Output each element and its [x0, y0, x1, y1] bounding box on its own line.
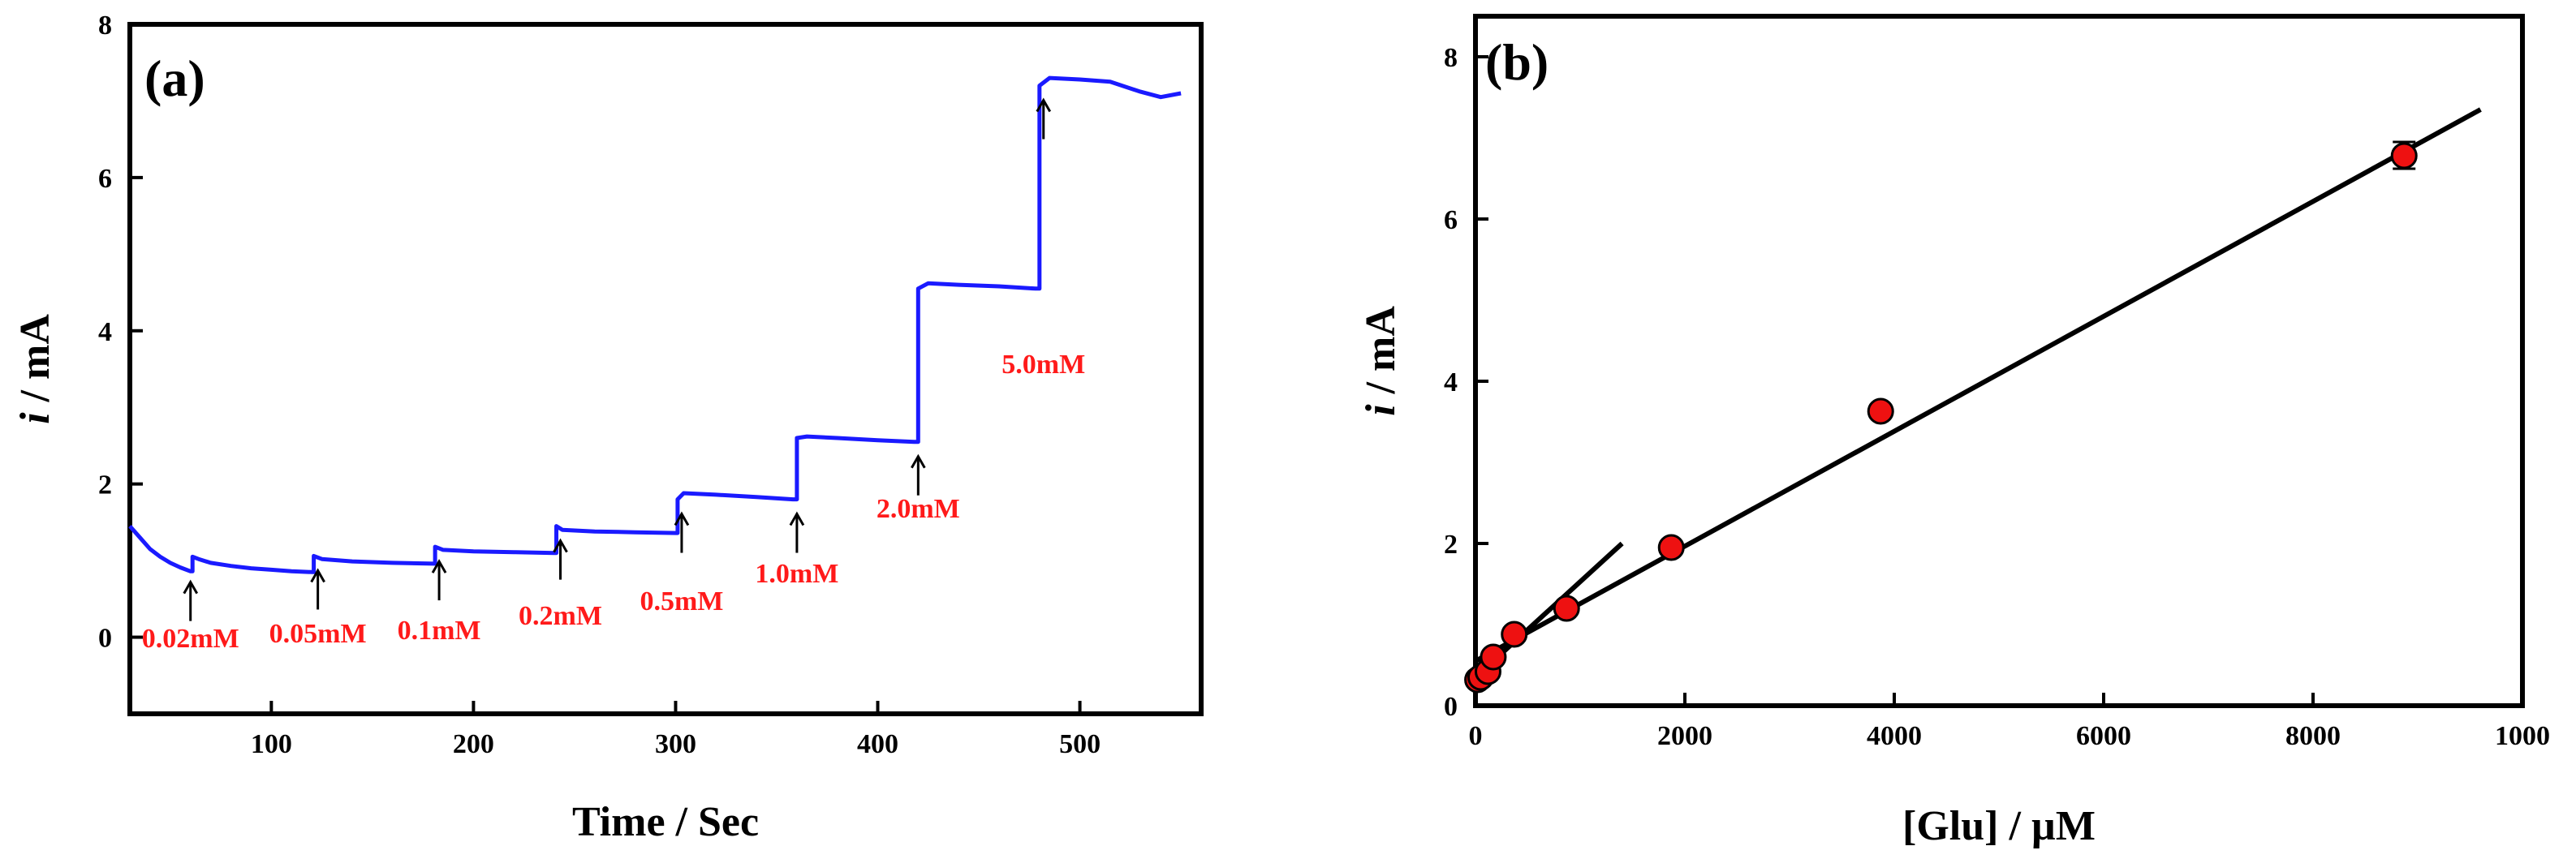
panel-a-annotation-label: 0.2mM — [519, 601, 602, 631]
panel-b-x-tick-label: 6000 — [2076, 721, 2131, 751]
panel-a-annotation-arrow-head — [553, 538, 568, 553]
panel-b-data-point — [1553, 595, 1580, 622]
panel-a-y-tick-label: 0 — [98, 624, 112, 654]
panel-a-x-tick-label: 100 — [251, 729, 292, 759]
panel-b-y-axis-title-unit: / mA — [1358, 306, 1404, 405]
panel-b-y-tick-label: 4 — [1444, 367, 1458, 397]
panel-a-y-ticks: 0 2 4 6 8 — [98, 11, 143, 654]
panel-b-x-tick-label: 0 — [1469, 721, 1483, 751]
panel-a-annotation-label: 5.0mM — [1002, 350, 1085, 380]
panel-b-data-point — [1480, 643, 1507, 671]
panel-a-y-tick-label: 4 — [98, 317, 112, 347]
panel-a-x-tick-label: 200 — [453, 729, 494, 759]
panel-b-x-tick-label: 8000 — [2285, 721, 2341, 751]
panel-a-x-tick-label: 500 — [1059, 729, 1101, 759]
panel-b-data-point — [1657, 534, 1685, 561]
panel-a-annotation-label: 0.05mM — [269, 619, 367, 649]
panel-b-x-ticks: 0 2000 4000 6000 8000 1000 — [1469, 693, 2550, 751]
panel-b-y-ticks: 0 2 4 6 8 — [1444, 43, 1488, 722]
panel-b-y-axis-title: i / mA — [1358, 306, 1404, 416]
panel-b-y-axis-title-symbol: i — [1358, 404, 1404, 416]
panel-a-annotation-arrow-head — [183, 579, 199, 595]
panel-a-annotation-arrow-head — [431, 559, 447, 573]
panel-a-frame — [127, 22, 1204, 716]
panel-a-x-ticks: 100 200 300 400 500 — [251, 701, 1101, 759]
panel-a-annotation-arrow-head — [310, 568, 325, 583]
panel-a-concentration-annotations: 0.02mM 0.05mM 0.1mM 0.2mM 0.5mM 1.0mM 2.0mM 5.0… — [142, 97, 1085, 654]
panel-b-data-point — [2390, 142, 2418, 170]
panel-a-y-tick-label: 2 — [98, 470, 112, 500]
panel-a-x-tick-label: 400 — [857, 729, 898, 759]
panel-a-y-axis-title-unit: / mA — [12, 314, 58, 413]
panel-a-label: (a) — [144, 49, 205, 107]
panel-a-y-tick-label: 8 — [98, 11, 112, 41]
panel-a-annotation-label: 0.5mM — [640, 586, 723, 616]
panel-a-y-axis-title-symbol: i — [12, 412, 58, 424]
panel-b-chart: 0 2 4 6 8 0 2000 4000 6000 8000 1000 (b) [Glu] / … — [1358, 14, 2550, 849]
panel-b-x-tick-label: 1000 — [2495, 721, 2550, 751]
panel-a-annotation-label: 1.0mM — [755, 559, 838, 589]
panel-a-annotation-label: 0.1mM — [398, 616, 481, 646]
panel-a-annotation-arrow-head — [911, 453, 926, 469]
panel-b-x-axis-title: [Glu] / µM — [1902, 803, 2096, 849]
panel-a-annotation-label: 0.02mM — [142, 624, 239, 654]
panel-a-annotation-arrow-head — [674, 511, 690, 526]
panel-b-y-tick-label: 8 — [1444, 43, 1458, 73]
panel-b-x-tick-label: 4000 — [1867, 721, 1922, 751]
panel-a-y-axis-title: i / mA — [12, 314, 58, 424]
panel-a-annotation-arrow-head — [789, 511, 805, 526]
panel-b-data-points — [1464, 142, 2418, 694]
panel-a-x-axis-title: Time / Sec — [572, 799, 759, 845]
panel-a-annotation-arrow-head — [1036, 97, 1052, 113]
panel-b-fit-line — [1474, 107, 2482, 664]
panel-b-frame — [1473, 14, 2525, 708]
panel-b-label: (b) — [1485, 33, 1549, 91]
panel-b-data-point — [1501, 621, 1528, 648]
panel-a-x-tick-label: 300 — [655, 729, 696, 759]
panel-a-current-trace — [128, 75, 1182, 574]
panel-b-y-tick-label: 2 — [1444, 530, 1458, 560]
panel-b-x-tick-label: 2000 — [1657, 721, 1712, 751]
panel-b-y-tick-label: 6 — [1444, 205, 1458, 235]
panel-a-y-tick-label: 6 — [98, 164, 112, 194]
panel-b-data-point — [1867, 397, 1894, 425]
panel-a-annotation-label: 2.0mM — [877, 494, 960, 524]
panel-b-y-tick-label: 0 — [1444, 692, 1458, 722]
